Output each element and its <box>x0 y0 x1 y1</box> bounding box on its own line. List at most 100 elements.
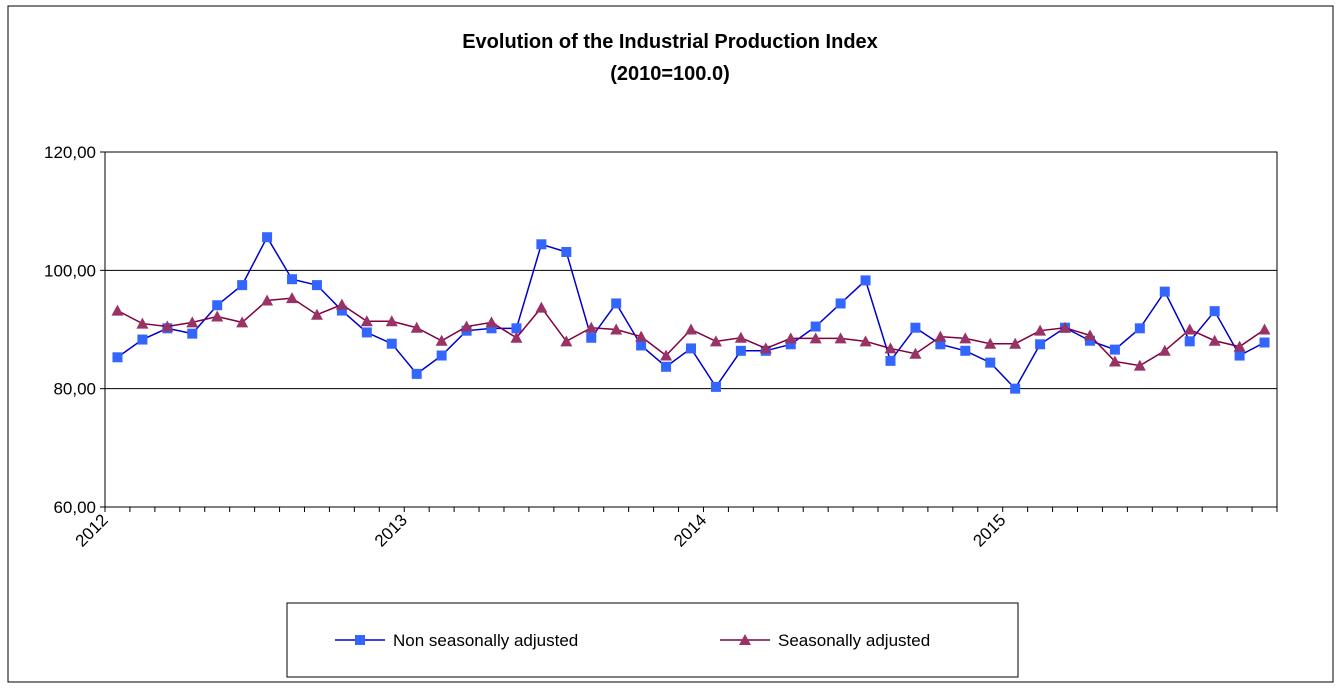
data-point <box>1108 355 1121 367</box>
data-point <box>436 350 447 361</box>
data-point <box>1233 340 1246 352</box>
chart-subtitle: (2010=100.0) <box>610 63 730 85</box>
data-point <box>1035 339 1046 350</box>
data-point <box>586 332 597 343</box>
data-point <box>1209 306 1220 317</box>
data-point <box>360 315 373 327</box>
data-point <box>187 328 198 339</box>
data-point <box>410 321 423 333</box>
data-point <box>1258 323 1271 335</box>
data-point <box>1009 337 1022 349</box>
data-point <box>1010 383 1021 394</box>
data-point <box>959 332 972 344</box>
data-point <box>1084 335 1095 346</box>
data-point <box>636 340 647 351</box>
data-point <box>686 343 696 354</box>
data-point <box>910 322 921 333</box>
data-point <box>1034 324 1047 336</box>
chart-title: Evolution of the Industrial Production I… <box>462 31 878 53</box>
data-point <box>287 274 298 285</box>
data-point <box>386 338 397 349</box>
y-tick-label: 120,00 <box>44 143 96 162</box>
data-point <box>111 304 124 316</box>
data-point <box>934 330 947 342</box>
data-point <box>137 334 148 345</box>
chart-border <box>7 5 1334 683</box>
data-point <box>785 339 796 350</box>
data-point <box>136 317 149 329</box>
data-point <box>536 239 547 250</box>
data-point <box>535 301 548 313</box>
data-point <box>1159 286 1170 297</box>
data-point <box>784 332 797 344</box>
data-point <box>1259 337 1270 348</box>
data-point <box>734 331 747 343</box>
data-point <box>261 294 274 306</box>
data-point <box>809 332 822 344</box>
data-point <box>984 337 997 349</box>
y-tick-label: 80,00 <box>53 380 96 399</box>
data-point <box>1234 350 1245 361</box>
data-point <box>1134 323 1145 334</box>
data-point <box>335 298 348 310</box>
data-point <box>236 316 249 328</box>
data-point <box>485 316 498 328</box>
data-point <box>1158 344 1171 356</box>
data-point <box>1109 344 1120 355</box>
series <box>112 232 1270 394</box>
data-point <box>186 316 199 328</box>
data-point <box>212 300 223 311</box>
legend-marker <box>739 634 751 645</box>
data-point <box>310 308 323 320</box>
data-point <box>685 323 697 335</box>
data-point <box>859 335 872 347</box>
data-point <box>460 320 473 332</box>
data-point <box>237 280 248 291</box>
data-point <box>611 298 622 309</box>
data-point <box>759 342 772 354</box>
data-point <box>735 345 746 356</box>
data-point <box>211 310 224 322</box>
data-point <box>336 305 347 316</box>
data-point <box>834 332 847 344</box>
data-point <box>161 320 174 332</box>
y-tick-label: 60,00 <box>53 498 96 517</box>
data-point <box>960 345 971 356</box>
data-point <box>511 323 522 334</box>
data-point <box>935 339 946 350</box>
data-point <box>810 321 821 332</box>
data-point <box>585 321 598 333</box>
data-point <box>860 275 871 286</box>
data-point <box>560 335 573 347</box>
data-point <box>909 347 922 359</box>
data-point <box>561 246 572 257</box>
legend-box <box>286 602 1019 678</box>
legend-marker <box>355 635 365 645</box>
y-tick-label: 100,00 <box>44 261 96 280</box>
data-point <box>710 381 721 392</box>
data-point <box>262 232 273 243</box>
data-point <box>435 334 448 346</box>
data-point <box>1083 329 1096 341</box>
data-point <box>411 368 422 379</box>
data-point <box>112 352 123 363</box>
data-point <box>1133 359 1146 371</box>
data-point <box>610 323 623 335</box>
series <box>111 292 1271 371</box>
legend-label: Seasonally adjusted <box>778 631 930 650</box>
data-point <box>361 327 372 338</box>
legend-label: Non seasonally adjusted <box>393 631 578 650</box>
data-point <box>660 349 673 361</box>
data-point <box>885 355 896 366</box>
data-point <box>510 331 523 343</box>
data-point <box>1208 334 1221 346</box>
data-point <box>286 292 299 304</box>
data-point <box>884 342 897 354</box>
data-point <box>985 357 996 368</box>
data-point <box>709 335 722 347</box>
data-point <box>1059 321 1072 333</box>
data-point <box>1183 323 1196 335</box>
data-point <box>661 361 672 372</box>
data-point <box>486 323 497 334</box>
data-point <box>385 315 398 327</box>
